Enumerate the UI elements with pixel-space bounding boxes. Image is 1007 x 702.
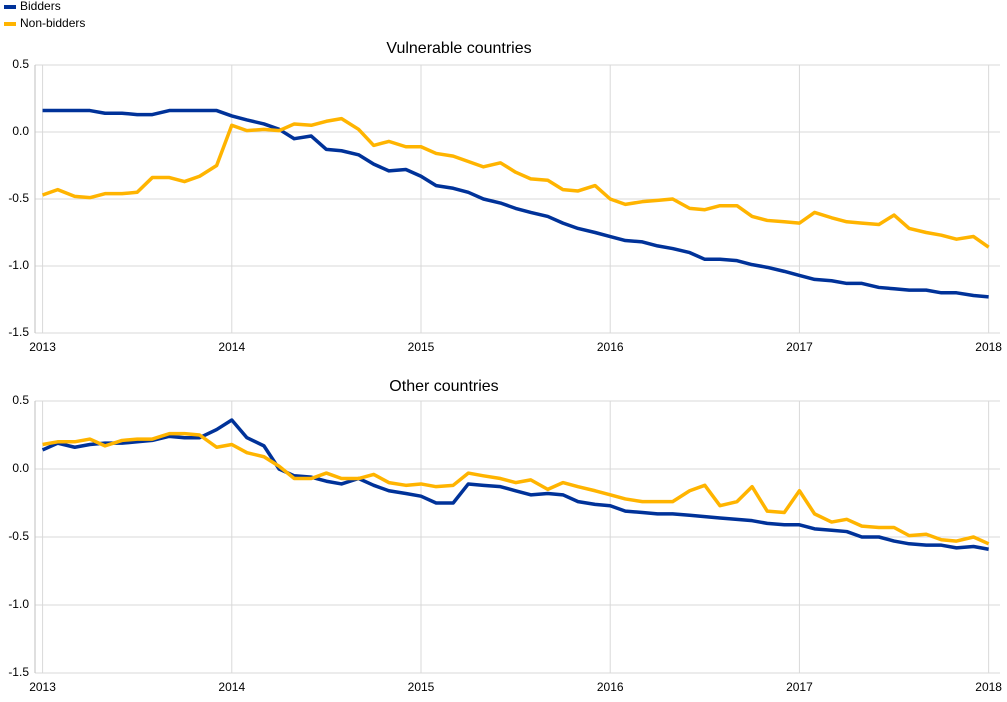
x-tick-label: 2015 — [408, 340, 435, 354]
x-tick-label: 2017 — [786, 340, 813, 354]
y-tick-label: -0.5 — [8, 191, 29, 205]
y-tick-label: -1.5 — [8, 325, 29, 339]
x-tick-label: 2014 — [218, 340, 245, 354]
legend-label: Non-bidders — [20, 16, 85, 30]
y-tick-label: 0.5 — [12, 57, 29, 71]
x-tick-label: 2013 — [29, 680, 56, 694]
chart-title: Vulnerable countries — [386, 40, 531, 57]
series-line — [42, 431, 990, 546]
legend-label: Bidders — [20, 0, 61, 13]
y-tick-label: -1.5 — [8, 665, 29, 679]
x-tick-label: 2013 — [29, 340, 56, 354]
x-tick-label: 2018 — [975, 680, 1002, 694]
y-tick-label: -1.0 — [8, 597, 29, 611]
y-tick-label: 0.5 — [12, 393, 29, 407]
series-line — [41, 116, 990, 249]
chart-title: Other countries — [389, 378, 498, 395]
series-line — [41, 418, 989, 551]
x-tick-label: 2017 — [786, 680, 813, 694]
x-tick-label: 2016 — [597, 340, 624, 354]
x-tick-label: 2018 — [975, 340, 1002, 354]
series-line — [42, 108, 989, 299]
x-tick-label: 2014 — [218, 680, 245, 694]
y-tick-label: 0.0 — [12, 461, 29, 475]
y-tick-label: 0.0 — [12, 124, 29, 138]
x-tick-label: 2016 — [597, 680, 624, 694]
x-tick-label: 2015 — [408, 680, 435, 694]
y-tick-label: -1.0 — [8, 258, 29, 272]
y-tick-label: -0.5 — [8, 529, 29, 543]
